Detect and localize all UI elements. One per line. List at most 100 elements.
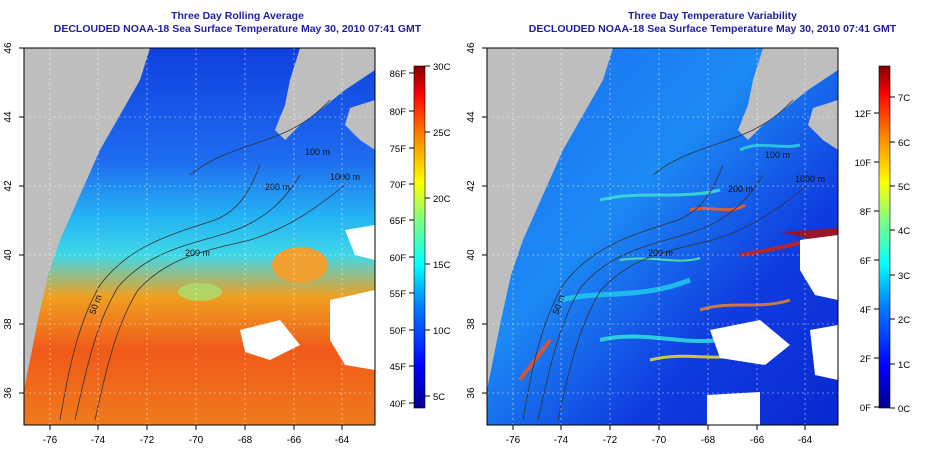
right-panel-title: Three Day Temperature Variability: [627, 10, 798, 22]
left-lat-tick-36: 36: [3, 387, 24, 399]
svg-text:36: 36: [3, 387, 14, 399]
svg-text:38: 38: [466, 318, 477, 330]
svg-text:-72: -72: [603, 435, 618, 446]
svg-text:36: 36: [466, 387, 477, 399]
right-lat-tick-40: 40: [466, 249, 487, 261]
right-isobath-200: [537, 174, 764, 421]
right-panel-title-block: Three Day Temperature Variability DECLOU…: [475, 10, 950, 36]
left-panel-subtitle: DECLOUDED NOAA-18 Sea Surface Temperatur…: [53, 23, 422, 35]
left-lat-tick-40: 40: [3, 249, 24, 261]
right-lon-tick-74: -74: [554, 425, 569, 446]
left-swirl: [178, 283, 222, 301]
left-isobath-100: [189, 99, 331, 176]
left-land-coast: [24, 48, 150, 390]
svg-text:1C: 1C: [898, 360, 910, 371]
svg-text:-68: -68: [701, 435, 716, 446]
left-lon-tick-74: -74: [91, 425, 106, 446]
svg-text:6F: 6F: [860, 256, 871, 267]
left-warm-eddy: [272, 247, 328, 283]
right-cb-f-6: 6F: [860, 256, 879, 267]
svg-text:40: 40: [466, 249, 477, 261]
right-contour-label-100: 100 m: [765, 150, 790, 160]
left-map-frame: [23, 47, 376, 426]
left-panel-title-block: Three Day Rolling Average DECLOUDED NOAA…: [0, 10, 475, 36]
svg-text:6C: 6C: [898, 138, 910, 149]
svg-text:42: 42: [466, 180, 477, 192]
left-lat-tick-44: 44: [3, 111, 24, 123]
left-map: 100 m 200 m 1000 m 200 m 50 m: [23, 47, 376, 426]
svg-text:46: 46: [466, 42, 477, 54]
svg-text:-74: -74: [91, 435, 106, 446]
svg-text:86F: 86F: [390, 69, 407, 80]
right-cloud-gap-3: [810, 325, 838, 380]
left-cb-f-65: 65F: [390, 216, 414, 227]
svg-text:5C: 5C: [433, 392, 445, 403]
right-land-ns-east: [808, 100, 838, 150]
left-lon-tick-76: -76: [43, 425, 58, 446]
right-isobath-50: [522, 164, 724, 421]
left-lat-tick-38: 38: [3, 318, 24, 330]
right-cloud-gap-2: [710, 320, 790, 365]
svg-text:-68: -68: [238, 435, 253, 446]
right-cb-f-4: 4F: [860, 305, 879, 316]
right-cloud-gap-4: [707, 392, 760, 425]
svg-text:42: 42: [3, 180, 14, 192]
svg-text:45F: 45F: [390, 362, 407, 373]
left-cb-f-60: 60F: [390, 253, 414, 264]
left-lat-tick-46: 46: [3, 42, 24, 54]
left-cloud-gap-2: [240, 320, 300, 360]
left-land-ns-east: [345, 100, 375, 150]
svg-text:75F: 75F: [390, 144, 407, 155]
svg-text:-74: -74: [554, 435, 569, 446]
svg-text:5C: 5C: [898, 182, 910, 193]
svg-text:-64: -64: [335, 435, 350, 446]
left-lat-axis: 46 44 42 40 38 36: [3, 42, 24, 399]
svg-text:2C: 2C: [898, 315, 910, 326]
right-lon-tick-72: -72: [603, 425, 618, 446]
svg-text:70F: 70F: [390, 180, 407, 191]
left-cb-c-10: 10C: [425, 326, 451, 337]
left-isobath-50: [59, 164, 261, 421]
left-cb-c-30: 30C: [425, 62, 451, 73]
svg-text:-72: -72: [140, 435, 155, 446]
svg-text:25C: 25C: [433, 128, 451, 139]
left-lon-tick-70: -70: [189, 425, 204, 446]
right-lon-axis: -76 -74 -72 -70 -68 -66 -64: [506, 425, 813, 446]
right-land-coast: [487, 48, 613, 390]
svg-text:8F: 8F: [860, 207, 871, 218]
left-cb-f-40: 40F: [390, 399, 414, 410]
right-colorbar: 12F 10F 8F 6F 4F 2F 0F 7C 6C 5C 4C 3C 2C…: [855, 65, 910, 415]
right-cb-c-7: 7C: [890, 93, 910, 104]
right-cb-c-4: 4C: [890, 226, 910, 237]
left-contour-label-100: 100 m: [305, 147, 330, 157]
right-lon-tick-70: -70: [652, 425, 667, 446]
right-lon-tick-64: -64: [798, 425, 813, 446]
left-cb-f-86: 86F: [390, 69, 414, 80]
right-cb-c-0: 0C: [890, 404, 910, 415]
left-contour-label-200b: 200 m: [185, 248, 210, 258]
left-cloud-gap-3: [345, 225, 375, 260]
right-lon-tick-76: -76: [506, 425, 521, 446]
left-colorbar: 86F 80F 75F 70F 65F 60F 55F 50F 45F 40F …: [390, 62, 451, 410]
right-cloud-gap-1: [800, 235, 838, 300]
left-cb-c-25: 25C: [425, 128, 451, 139]
left-cb-f-45: 45F: [390, 362, 414, 373]
left-cb-f-75: 75F: [390, 144, 414, 155]
right-contour-label-200a: 200 m: [728, 184, 753, 194]
right-cb-f-0: 0F: [860, 403, 879, 414]
svg-text:38: 38: [3, 318, 14, 330]
svg-text:0F: 0F: [860, 403, 871, 414]
left-colorbar-f-scale: 86F 80F 75F 70F 65F 60F 55F 50F 45F 40F: [390, 69, 414, 410]
right-lat-tick-36: 36: [466, 387, 487, 399]
left-graticule: [24, 48, 375, 425]
right-map-frame: [486, 47, 839, 426]
svg-text:10C: 10C: [433, 326, 451, 337]
left-contour-label-1000: 1000 m: [330, 172, 360, 182]
right-cb-f-8: 8F: [860, 207, 879, 218]
left-panel-title: Three Day Rolling Average: [171, 10, 304, 22]
svg-text:-64: -64: [798, 435, 813, 446]
right-lat-tick-38: 38: [466, 318, 487, 330]
svg-text:2F: 2F: [860, 354, 871, 365]
right-contour-label-1000: 1000 m: [795, 174, 825, 184]
svg-text:55F: 55F: [390, 289, 407, 300]
